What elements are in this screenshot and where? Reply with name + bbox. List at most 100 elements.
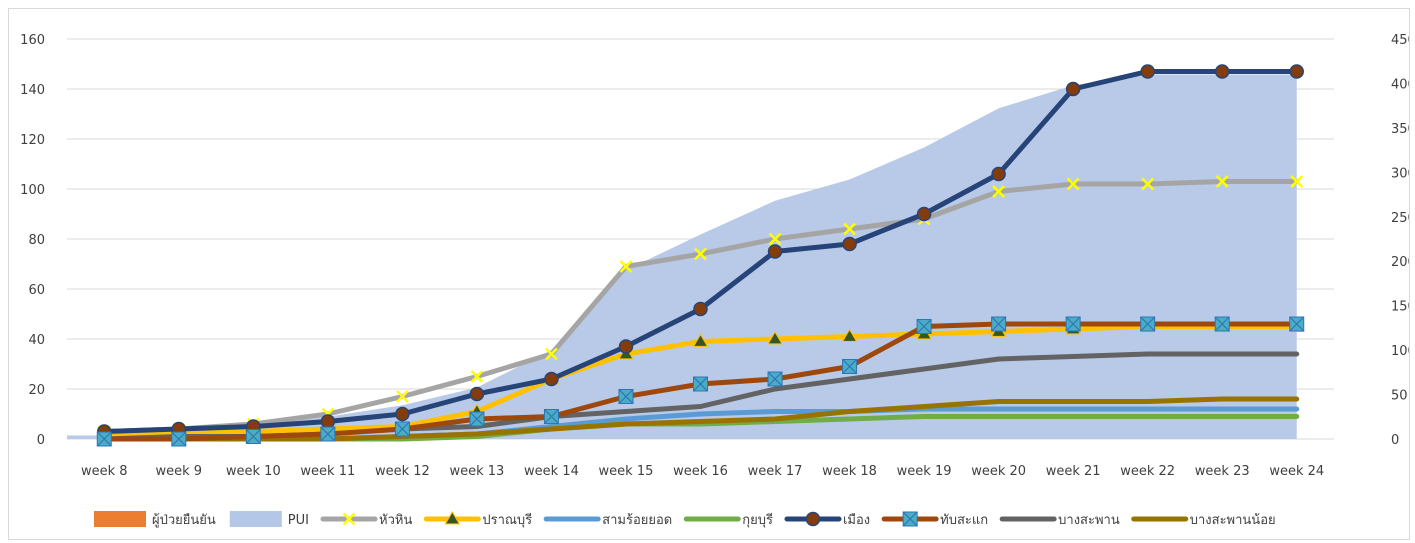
marker-square-x xyxy=(916,319,932,334)
y-left-tick-label: 80 xyxy=(28,233,45,248)
y-left-tick-label: 120 xyxy=(20,133,45,148)
marker-x xyxy=(470,370,484,383)
x-tick-label: week 15 xyxy=(599,464,654,479)
y-right-tick-label: 400 xyxy=(1391,77,1409,92)
marker-x xyxy=(342,512,356,526)
x-tick-label: week 16 xyxy=(673,464,728,479)
marker-x xyxy=(619,260,633,273)
x-tick-label: week 8 xyxy=(81,464,128,479)
legend-label: บางสะพานน้อย xyxy=(1190,513,1276,528)
marker-x xyxy=(768,232,782,246)
legend-label: ผู้ป่วยยืนยัน xyxy=(152,512,216,528)
x-tick-label: week 14 xyxy=(524,464,579,479)
marker-square-x xyxy=(618,389,634,404)
marker-square-x xyxy=(320,426,336,442)
x-tick-label: week 22 xyxy=(1120,464,1175,479)
x-tick-label: week 10 xyxy=(226,464,281,479)
y-right-tick-label: 150 xyxy=(1391,300,1409,315)
x-tick-label: week 17 xyxy=(748,464,803,479)
marker-circle xyxy=(395,406,410,422)
legend-label: สามร้อยยอด xyxy=(602,513,672,528)
marker-circle xyxy=(842,236,857,252)
legend-label: ทับสะแก xyxy=(940,513,988,528)
legend-label: เมือง xyxy=(843,512,870,528)
marker-x xyxy=(1066,177,1080,191)
y-right-tick-label: 0 xyxy=(1391,433,1399,448)
y-right-tick-label: 250 xyxy=(1391,211,1409,226)
marker-square-x xyxy=(842,359,857,374)
marker-circle xyxy=(805,511,821,527)
marker-x xyxy=(1290,175,1304,188)
legend-swatch xyxy=(229,511,282,527)
marker-circle xyxy=(1214,64,1230,79)
marker-circle xyxy=(1140,64,1155,79)
marker-square-x xyxy=(902,511,918,527)
marker-circle xyxy=(693,301,708,317)
legend-label: PUI xyxy=(288,513,309,528)
marker-circle xyxy=(544,371,559,387)
marker-circle xyxy=(618,339,634,354)
x-tick-label: week 18 xyxy=(822,464,877,479)
y-left-tick-label: 160 xyxy=(20,33,45,48)
legend-label: บางสะพาน xyxy=(1058,513,1120,528)
marker-circle xyxy=(469,386,485,402)
legend-swatch xyxy=(94,511,146,527)
marker-x xyxy=(395,390,409,403)
marker-circle xyxy=(320,414,336,429)
x-tick-label: week 9 xyxy=(156,464,203,479)
x-tick-label: week 13 xyxy=(449,464,504,479)
marker-square-x xyxy=(544,409,559,424)
marker-square-x xyxy=(991,316,1007,332)
marker-x xyxy=(1141,177,1155,191)
combo-chart: 0 20 40 60 80 100 120 140 160 0 50 100 150 200 250 300 3… xyxy=(20,33,1415,528)
legend-label: กุยบุรี xyxy=(742,512,773,528)
y-right-tick-label: 50 xyxy=(1391,389,1408,404)
marker-square-x xyxy=(767,371,783,387)
marker-square-x xyxy=(245,429,261,444)
y-right-tick-label: 350 xyxy=(1391,122,1409,137)
marker-square-x xyxy=(1214,316,1230,332)
marker-circle xyxy=(1289,64,1304,79)
marker-circle xyxy=(916,206,932,222)
marker-x xyxy=(694,247,707,261)
marker-x xyxy=(843,222,856,236)
marker-triangle xyxy=(692,333,709,347)
marker-triangle xyxy=(841,328,858,342)
x-tick-label: week 20 xyxy=(971,464,1026,479)
legend-label: หัวหิน xyxy=(379,513,412,528)
marker-x xyxy=(545,347,558,361)
x-tick-label: week 11 xyxy=(300,464,355,479)
x-tick-label: week 24 xyxy=(1269,464,1324,479)
marker-square-x xyxy=(96,431,112,447)
x-tick-label: week 23 xyxy=(1195,464,1250,479)
marker-square-x xyxy=(469,411,485,427)
y-left-tick-label: 140 xyxy=(20,83,45,98)
marker-square-x xyxy=(1140,316,1156,332)
marker-triangle xyxy=(767,331,783,345)
y-right-tick-label: 200 xyxy=(1391,255,1409,270)
chart-frame: 0 20 40 60 80 100 120 140 160 0 50 100 150 200 250 300 3… xyxy=(8,8,1415,540)
x-tick-label: week 12 xyxy=(375,464,430,479)
marker-triangle xyxy=(444,511,461,525)
y-right-tick-label: 100 xyxy=(1391,344,1409,359)
y-left-tick-label: 60 xyxy=(28,283,45,298)
marker-circle xyxy=(1065,81,1081,97)
marker-square-x xyxy=(394,421,410,437)
marker-circle xyxy=(767,244,783,259)
marker-square-x xyxy=(693,376,708,392)
x-tick-label: week 19 xyxy=(897,464,952,479)
y-left-tick-label: 0 xyxy=(37,433,45,448)
y-right-tick-label: 450 xyxy=(1391,33,1409,48)
y-left-tick-label: 20 xyxy=(28,383,45,398)
line-บางสะพานน้อย xyxy=(101,396,1300,442)
marker-square-x xyxy=(171,431,187,447)
y-left-tick-label: 100 xyxy=(20,183,45,198)
marker-x xyxy=(992,185,1006,198)
marker-circle xyxy=(991,166,1006,182)
x-tick-label: week 21 xyxy=(1046,464,1101,479)
marker-square-x xyxy=(1289,316,1305,332)
legend-label: ปราณบุรี xyxy=(482,512,532,528)
y-right-tick-label: 300 xyxy=(1391,166,1409,181)
y-left-tick-label: 40 xyxy=(28,333,45,348)
marker-x xyxy=(1215,175,1229,188)
